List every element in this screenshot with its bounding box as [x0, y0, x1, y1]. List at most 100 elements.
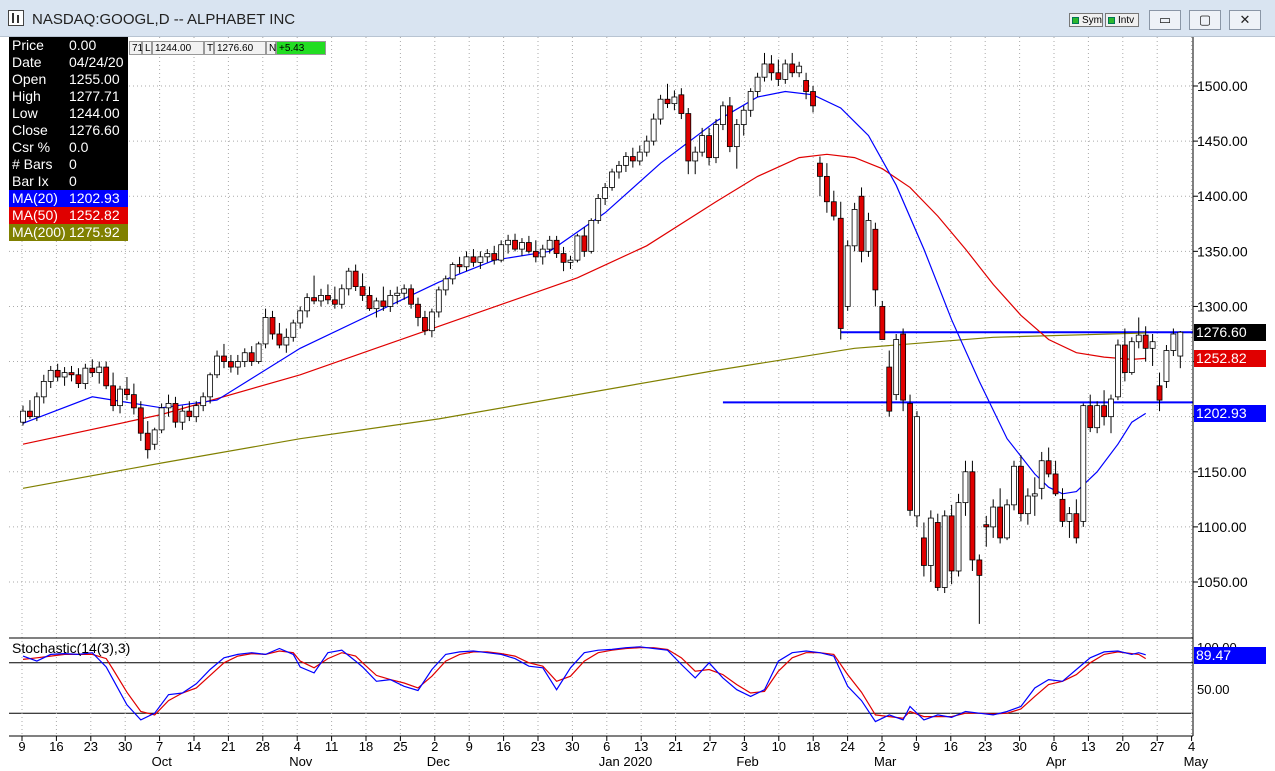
candle-body: [124, 388, 130, 396]
intv-toggle-button[interactable]: Intv: [1105, 13, 1139, 27]
day-tick-label: 23: [531, 739, 545, 754]
stochastic-lines: [22, 646, 1147, 723]
candle-body: [1045, 460, 1052, 475]
candle-body: [782, 63, 789, 80]
day-tick-label: 14: [187, 739, 201, 754]
candle-body: [311, 297, 317, 302]
high-tail: 71: [129, 41, 143, 55]
candle-body: [581, 235, 588, 252]
candle-body: [1149, 341, 1156, 349]
candle-body: [207, 374, 214, 398]
candle-body: [96, 366, 103, 373]
day-tick-label: 9: [913, 739, 920, 754]
candle-body: [179, 410, 186, 423]
candle-body: [733, 124, 740, 148]
low-value: 1244.00: [152, 41, 204, 55]
candle-body: [172, 403, 179, 423]
close-button[interactable]: ✕: [1229, 10, 1261, 30]
candle-body: [373, 300, 380, 310]
candle-body: [130, 394, 137, 409]
candle-body: [290, 322, 297, 338]
day-tick-label: 16: [496, 739, 510, 754]
title-bar[interactable]: NASDAQ:GOOGL,D -- ALPHABET INC Sym Intv …: [0, 0, 1275, 37]
day-tick-label: 6: [603, 739, 610, 754]
price-chart[interactable]: 1050.001100.001150.001300.001350.001400.…: [0, 36, 1275, 771]
candle-body: [567, 259, 574, 263]
info-row-date: Date 04/24/20: [9, 54, 128, 71]
info-row-barix: Bar Ix 0: [9, 173, 128, 190]
day-tick-label: 28: [256, 739, 270, 754]
candle-body: [276, 333, 283, 346]
candle-body: [318, 295, 324, 302]
month-label: Oct: [152, 754, 173, 769]
candle-body: [1066, 513, 1073, 522]
candle-body: [387, 295, 394, 307]
candle-body: [664, 98, 671, 105]
sym-toggle-button[interactable]: Sym: [1069, 13, 1103, 27]
candle-body: [789, 63, 796, 74]
low-key: L: [142, 41, 152, 55]
change-value: +5.43: [276, 41, 326, 55]
candle-body: [1087, 405, 1094, 429]
candle-body: [1038, 460, 1045, 489]
candle-body: [380, 300, 387, 307]
candle-body: [775, 72, 782, 80]
candle-body: [893, 339, 900, 396]
maximize-button[interactable]: ▢: [1189, 10, 1221, 30]
day-tick-label: 4: [294, 739, 301, 754]
candle-body: [151, 429, 158, 445]
candle-body: [144, 432, 151, 451]
candle-body: [1163, 350, 1170, 382]
month-label: Jan 2020: [599, 754, 653, 769]
candle-body: [519, 242, 525, 250]
candle-body: [713, 124, 719, 159]
candle-body: [955, 502, 962, 572]
candle-body: [262, 317, 269, 345]
day-tick-label: 16: [944, 739, 958, 754]
candle-body: [560, 253, 567, 263]
candle-body: [574, 235, 581, 261]
day-tick-label: 21: [668, 739, 682, 754]
change-key: N: [266, 41, 276, 55]
candle-body: [1121, 344, 1128, 373]
candle-body: [650, 118, 657, 142]
stochastic-tick-label: 50.00: [1197, 682, 1230, 697]
candle-body: [886, 366, 893, 412]
data-window: Price 0.00 Date 04/24/20 Open 1255.00 High 1…: [9, 37, 128, 241]
day-tick-label: 27: [1150, 739, 1164, 754]
candle-body: [948, 515, 955, 572]
candle-body: [678, 94, 685, 114]
candle-body: [325, 295, 331, 301]
candle-body: [1059, 498, 1066, 522]
candle-body: [1004, 504, 1010, 539]
candle-body: [1101, 405, 1107, 418]
stochastic-d-line: [22, 647, 1147, 719]
candle-body: [484, 253, 491, 258]
candle-body: [1128, 341, 1135, 373]
day-tick-label: 30: [565, 739, 579, 754]
candle-body: [40, 380, 47, 398]
candle-body: [740, 109, 747, 125]
candle-body: [616, 164, 622, 173]
ma50-price-tag: 1252.82: [1194, 350, 1266, 368]
day-tick-label: 24: [840, 739, 854, 754]
candle-body: [623, 156, 629, 166]
candle-body: [269, 317, 276, 335]
price-tick-label: 1050.00: [1197, 574, 1248, 590]
info-row-bars: # Bars 0: [9, 156, 128, 173]
candle-body: [941, 515, 948, 588]
candle-body: [456, 264, 463, 268]
info-row-csr: Csr % 0.0: [9, 139, 128, 156]
stochastic-label: Stochastic(14(3),3): [12, 640, 130, 656]
minimize-button[interactable]: ▭: [1149, 10, 1181, 30]
candle-body: [636, 151, 643, 162]
price-tick-label: 1450.00: [1197, 133, 1248, 149]
day-tick-label: 21: [221, 739, 235, 754]
candle-body: [1011, 465, 1017, 506]
candle-body: [304, 297, 311, 312]
candle-body: [1024, 495, 1031, 515]
day-tick-label: 23: [84, 739, 98, 754]
candle-body: [1135, 334, 1142, 343]
candle-body: [983, 524, 990, 528]
candle-body: [692, 151, 699, 162]
